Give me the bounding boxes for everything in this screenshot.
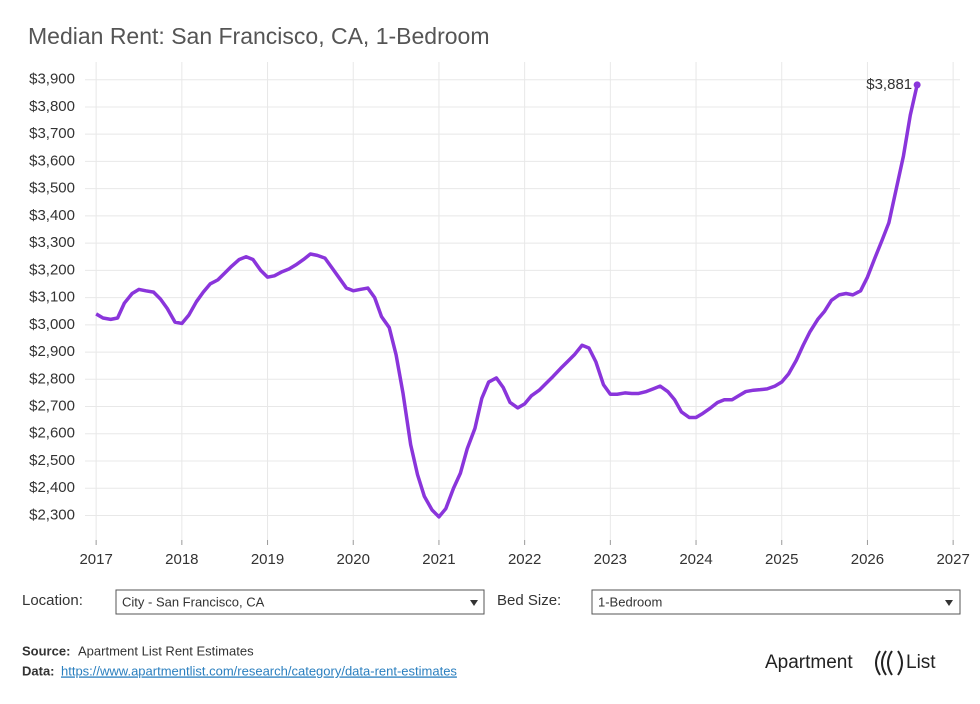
select-box[interactable]: [591, 589, 961, 615]
x-tick-label: 2023: [594, 551, 627, 568]
x-tick-label: 2020: [337, 551, 370, 568]
x-tick-label: 2027: [936, 551, 969, 568]
point: [913, 81, 921, 89]
location-select[interactable]: City - San Francisco, CA: [115, 589, 485, 615]
logo-icon: [875, 650, 903, 676]
select-value: City - San Francisco, CA: [122, 594, 265, 609]
chart-title: Median Rent: San Francisco, CA, 1-Bedroo…: [28, 23, 489, 49]
logo-text: List: [906, 652, 936, 673]
footer: Source: Apartment List Rent Estimates Da…: [22, 643, 936, 678]
y-tick-label: $2,700: [29, 398, 75, 415]
x-tick-label: 2026: [851, 551, 884, 568]
y-tick-label: $3,200: [29, 261, 75, 278]
source-text: Apartment List Rent Estimates: [78, 643, 254, 658]
data-link[interactable]: https://www.apartmentlist.com/research/c…: [61, 663, 457, 678]
line: [95, 84, 919, 519]
select-value: 1-Bedroom: [598, 594, 662, 609]
y-tick-label: $3,300: [29, 234, 75, 251]
data-label: Data:: [22, 663, 55, 678]
x-tick-label: 2019: [251, 551, 284, 568]
bed-label: Bed Size:: [497, 592, 561, 609]
location-label: Location:: [22, 592, 83, 609]
x-tick-label: 2022: [508, 551, 541, 568]
y-tick-label: $3,400: [29, 207, 75, 224]
bed-select[interactable]: 1-Bedroom: [591, 589, 961, 615]
y-tick-label: $2,900: [29, 343, 75, 360]
controls: Location: City - San Francisco, CA Bed S…: [22, 589, 961, 615]
y-tick-label: $3,600: [29, 152, 75, 169]
y-tick-label: $3,700: [29, 125, 75, 142]
dropdown-arrow: [470, 600, 478, 606]
y-tick-label: $2,400: [29, 479, 75, 496]
x-tick-label: 2025: [765, 551, 798, 568]
x-tick-label: 2021: [422, 551, 455, 568]
y-tick-label: $3,000: [29, 316, 75, 333]
value-label: $3,881: [866, 76, 912, 93]
y-tick-label: $3,800: [29, 98, 75, 115]
y-tick-label: $2,800: [29, 370, 75, 387]
source-label: Source:: [22, 643, 70, 658]
plot: $2,300 $2,400 $2,500 $2,600 $2,700 $2,800 $2,9…: [29, 62, 970, 568]
logo-text: Apartment: [765, 652, 853, 673]
y-tick-label: $3,500: [29, 180, 75, 197]
dropdown-arrow: [945, 600, 953, 606]
y-tick-label: $2,500: [29, 452, 75, 469]
y-tick-label: $2,600: [29, 425, 75, 442]
select-box[interactable]: [115, 589, 485, 615]
y-tick-label: $2,300: [29, 506, 75, 523]
x-tick-label: 2024: [679, 551, 712, 568]
x-tick-label: 2018: [165, 551, 198, 568]
y-tick-label: $3,900: [29, 71, 75, 88]
y-tick-label: $3,100: [29, 289, 75, 306]
x-tick-label: 2017: [79, 551, 112, 568]
